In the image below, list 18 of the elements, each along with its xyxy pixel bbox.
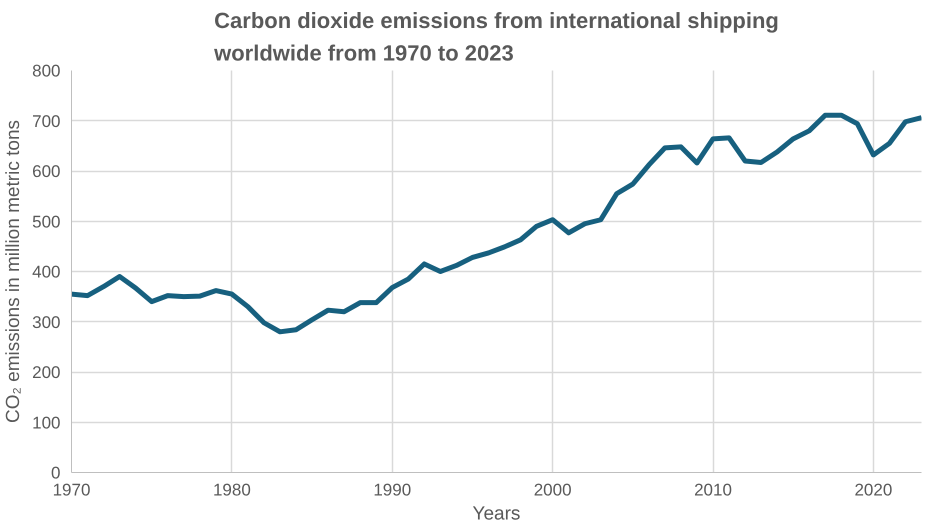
x-tick-label: 1970 bbox=[52, 480, 90, 500]
y-tick-label: 700 bbox=[32, 112, 61, 131]
y-tick-label: 500 bbox=[32, 212, 61, 232]
x-tick-label: 1990 bbox=[373, 480, 412, 500]
y-axis-title: CO₂ emissions in million metric tons bbox=[3, 120, 24, 424]
y-tick-label: 600 bbox=[32, 162, 61, 181]
x-tick-label: 1980 bbox=[212, 480, 251, 500]
y-tick-label: 300 bbox=[32, 312, 61, 332]
y-tick-label: 400 bbox=[32, 262, 61, 282]
x-tick-label: 2020 bbox=[854, 480, 892, 500]
y-tick-label: 800 bbox=[32, 62, 61, 80]
y-tick-label: 100 bbox=[32, 413, 61, 432]
x-axis-title: Years bbox=[472, 504, 520, 524]
x-tick-label: 2000 bbox=[534, 480, 572, 500]
y-tick-label: 0 bbox=[51, 464, 61, 482]
y-tick-label: 200 bbox=[32, 363, 61, 382]
x-tick-label: 2010 bbox=[694, 480, 732, 500]
chart-title: Carbon dioxide emissions from international shipping worldwide from 1970 to 2023 bbox=[213, 8, 779, 66]
